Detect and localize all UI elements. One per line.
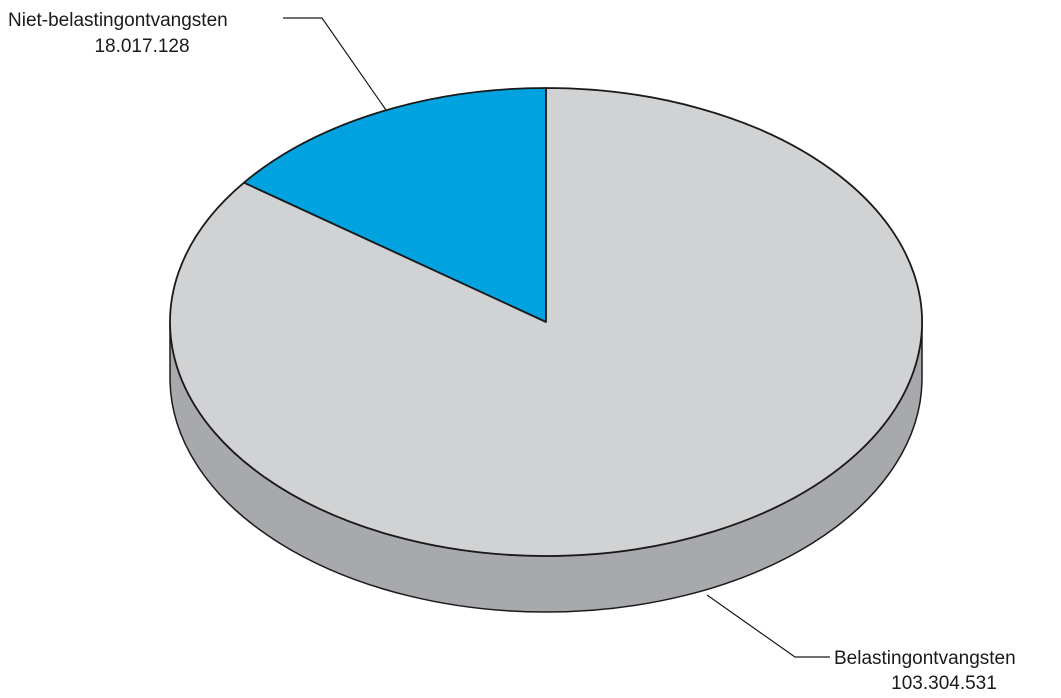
slice-label-belastingontvangsten: Belastingontvangsten 103.304.531	[834, 648, 1016, 694]
pie-slice-belastingontvangsten	[169, 87, 923, 557]
pie-slice-niet-belastingontvangsten	[242, 87, 547, 323]
slice-label-text: Niet-belastingontvangsten	[8, 10, 228, 31]
leader-lines	[283, 17, 830, 658]
leader-line-belastingontvangsten	[706, 594, 830, 658]
pie-top-layer	[169, 87, 923, 557]
slice-label-niet-belastingontvangsten: Niet-belastingontvangsten 18.017.128	[8, 10, 228, 57]
slice-label-text: Belastingontvangsten	[834, 648, 1016, 669]
slice-value-text: 103.304.531	[891, 673, 997, 693]
slice-value-text: 18.017.128	[94, 36, 189, 57]
leader-line-niet-belastingontvangsten	[283, 17, 387, 111]
